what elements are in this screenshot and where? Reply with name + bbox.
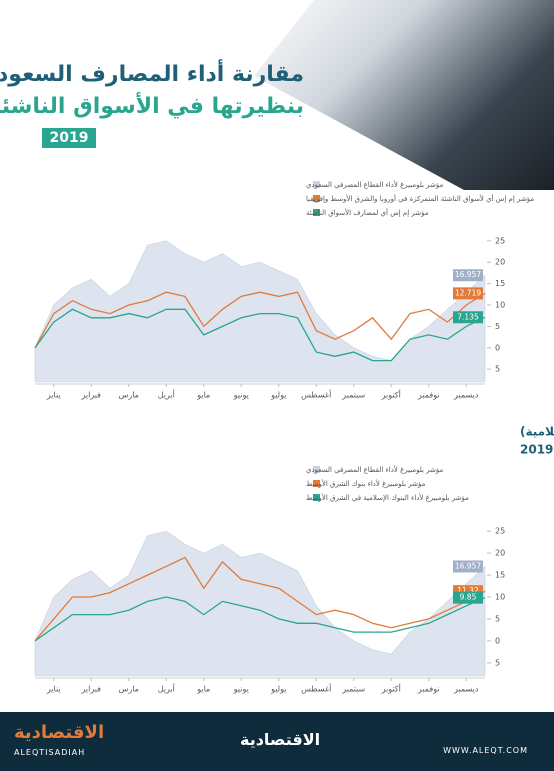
end-label-box bbox=[453, 591, 483, 604]
legend-swatch bbox=[313, 466, 320, 473]
y-tick-label: 15 bbox=[495, 571, 505, 580]
x-tick-label: نوفمبر bbox=[417, 391, 440, 400]
y-tick-label: 10 bbox=[495, 593, 505, 602]
legend-swatch bbox=[313, 494, 320, 501]
y-tick-label: 0 bbox=[495, 343, 500, 352]
end-label-box bbox=[453, 560, 483, 573]
header-year: 2019 bbox=[42, 128, 96, 148]
y-tick-label: 5 bbox=[495, 322, 500, 331]
line bbox=[34, 556, 486, 642]
legend-label: مؤشر بلومبيرغ لأداء بنوك الشرق الأوسط bbox=[306, 479, 426, 488]
end-label-box bbox=[453, 269, 483, 282]
x-tick-label: مايو bbox=[196, 391, 210, 400]
legend-label: مؤشر بلومبيرغ لأداء القطاع المصرفي السعو… bbox=[306, 465, 444, 474]
line bbox=[34, 596, 486, 642]
y-tick-label: 5 bbox=[495, 365, 500, 374]
footer-center: الاقتصادية bbox=[240, 730, 321, 749]
footer-logo: الاقتصادية bbox=[14, 722, 105, 743]
end-label: 11.32 bbox=[457, 586, 479, 595]
x-tick-label: أغسطس bbox=[301, 684, 331, 694]
y-tick-label: 5 bbox=[495, 658, 500, 667]
area bbox=[34, 530, 486, 677]
x-tick-label: أكتوبر bbox=[381, 684, 401, 694]
legend-swatch bbox=[313, 181, 320, 188]
y-tick-label: 5 bbox=[495, 614, 500, 623]
header-title: بنظيرتها في الأسواق الناشئة bbox=[0, 94, 304, 119]
end-label: 7.135 bbox=[457, 312, 479, 321]
footer-website[interactable]: WWW.ALEQT.COM bbox=[443, 746, 528, 755]
chart-title: مقارنة أداء بنوك الشرق الأوسط (من الصيرف… bbox=[520, 424, 554, 440]
footer: الاقتصادية ALEQTISADIAH الاقتصادية WWW.A… bbox=[0, 712, 554, 771]
end-label: 12.719 bbox=[455, 288, 481, 297]
legend-label: مؤشر بلومبيرغ لأداء القطاع المصرفي السعو… bbox=[306, 180, 444, 189]
charts: مؤشر بلومبيرغ لأداء القطاع المصرفي السعو… bbox=[34, 180, 554, 694]
line bbox=[34, 308, 486, 362]
y-tick-label: 25 bbox=[495, 236, 505, 245]
y-tick-label: 20 bbox=[495, 549, 505, 558]
y-tick-label: 15 bbox=[495, 279, 505, 288]
x-tick-label: أكتوبر bbox=[381, 390, 401, 400]
x-tick-label: أبريل bbox=[158, 684, 175, 694]
end-label: 16.957 bbox=[455, 561, 481, 570]
y-tick-label: 25 bbox=[495, 527, 505, 536]
y-tick-label: 0 bbox=[495, 636, 500, 645]
y-tick-label: 20 bbox=[495, 258, 505, 267]
end-label: 16.957 bbox=[455, 270, 481, 279]
legend-label: مؤشر إم إس أي لمصارف الأسواق الناشئة bbox=[306, 208, 429, 217]
x-tick-label: فبراير bbox=[80, 391, 101, 400]
chart-subtitle: بأداء المصارف السعودية في 2019 bbox=[520, 442, 554, 458]
x-tick-label: ديسمبر bbox=[453, 685, 479, 694]
end-label-box bbox=[453, 287, 483, 300]
x-tick-label: يناير bbox=[46, 685, 61, 694]
x-tick-label: مارس bbox=[119, 685, 139, 694]
legend-swatch bbox=[313, 209, 320, 216]
x-tick-label: سبتمبر bbox=[341, 685, 365, 694]
end-label-box bbox=[453, 311, 483, 324]
legend-swatch bbox=[313, 195, 320, 202]
x-tick-label: فبراير bbox=[80, 685, 101, 694]
legend-label: مؤشر إم إس أي لأسواق الناشئة المتمركزة ف… bbox=[306, 194, 534, 203]
x-tick-label: يونيو bbox=[233, 685, 249, 694]
x-tick-label: يونيو bbox=[233, 391, 249, 400]
x-tick-label: يناير bbox=[46, 391, 61, 400]
area bbox=[34, 240, 486, 383]
end-label: 9.85 bbox=[460, 593, 477, 602]
x-tick-label: أبريل bbox=[158, 390, 175, 400]
x-tick-label: سبتمبر bbox=[341, 391, 365, 400]
x-tick-label: أغسطس bbox=[301, 390, 331, 400]
header-title: مقارنة أداء المصارف السعودية bbox=[0, 62, 304, 87]
x-tick-label: نوفمبر bbox=[417, 685, 440, 694]
x-tick-label: يوليو bbox=[270, 685, 286, 694]
x-tick-label: مارس bbox=[119, 391, 139, 400]
y-tick-label: 10 bbox=[495, 301, 505, 310]
footer-logo-latin: ALEQTISADIAH bbox=[14, 748, 86, 757]
legend-label: مؤشر بلومبيرغ لأداء البنوك الإسلامية في … bbox=[306, 493, 469, 502]
x-tick-label: ديسمبر bbox=[453, 391, 479, 400]
x-tick-label: يوليو bbox=[270, 391, 286, 400]
line bbox=[34, 291, 486, 349]
x-tick-label: مايو bbox=[196, 685, 210, 694]
legend-swatch bbox=[313, 480, 320, 487]
